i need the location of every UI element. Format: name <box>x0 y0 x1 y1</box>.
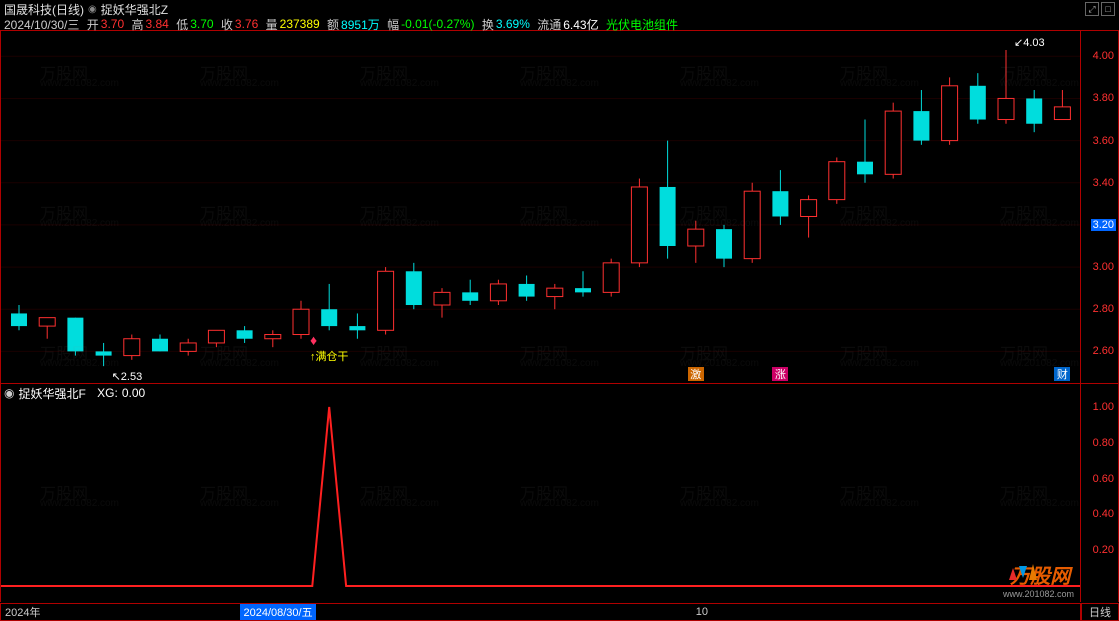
ohlc-row: 2024/10/30/三 开3.70 高3.84 低3.70 收3.76 量23… <box>4 17 1115 31</box>
main-y-axis: 2.602.803.003.203.403.603.804.003.20 <box>1081 30 1119 384</box>
x-tick-label: 10 <box>696 606 708 618</box>
amount-value: 8951万 <box>341 16 380 33</box>
date-label: 2024/10/30/三 <box>4 16 79 33</box>
open-value: 3.70 <box>101 17 124 31</box>
sub-y-axis: 0.200.400.600.801.00 <box>1081 384 1119 602</box>
year-label: 2024年 <box>5 604 40 620</box>
high-value: 3.84 <box>145 17 168 31</box>
chart-header: 国晟科技(日线) ◉ 捉妖华强北Z 2024/10/30/三 开3.70 高3.… <box>4 2 1115 30</box>
current-price-marker: 3.20 <box>1091 219 1116 231</box>
close-value: 3.76 <box>235 17 258 31</box>
volume-value: 237389 <box>280 17 320 31</box>
indicator-toggle-icon[interactable]: ◉ <box>88 4 97 15</box>
buy-signal-marker: ♦↑满仓干 <box>310 332 349 364</box>
signal-badge: 财 <box>1054 367 1070 381</box>
low-value: 3.70 <box>190 17 213 31</box>
signal-badge: 激 <box>688 367 704 381</box>
main-candlestick-chart[interactable]: ↖2.53 ↙4.03 ♦↑满仓干激 涨 财 <box>0 30 1081 384</box>
sub-indicator-chart[interactable] <box>0 384 1081 602</box>
time-axis-bar[interactable]: 2024年 2024/08/30/五 10 <box>0 603 1081 621</box>
float-value: 6.43亿 <box>563 16 598 33</box>
timeframe-label: 日线 <box>1081 603 1119 621</box>
sub-indicator-name: 捉妖华强北F <box>18 385 85 402</box>
high-price-marker: ↙4.03 <box>1014 36 1045 49</box>
industry-value: 光伏电池组件 <box>606 16 678 33</box>
watermark-logo: 万股网 www.201082.com <box>1003 560 1074 599</box>
sub-indicator-header: ◉ 捉妖华强北F XG: 0.00 <box>4 386 145 400</box>
change-value: -0.01(-0.27%) <box>401 17 474 31</box>
turnover-value: 3.69% <box>496 17 530 31</box>
highlighted-date: 2024/08/30/五 <box>240 604 315 620</box>
sub-indicator-toggle-icon[interactable]: ◉ <box>4 386 14 400</box>
signal-badge: 涨 <box>772 367 788 381</box>
low-price-marker: ↖2.53 <box>112 370 143 383</box>
diamond-icon: ♦ <box>310 332 349 348</box>
xg-value: 0.00 <box>122 386 145 400</box>
